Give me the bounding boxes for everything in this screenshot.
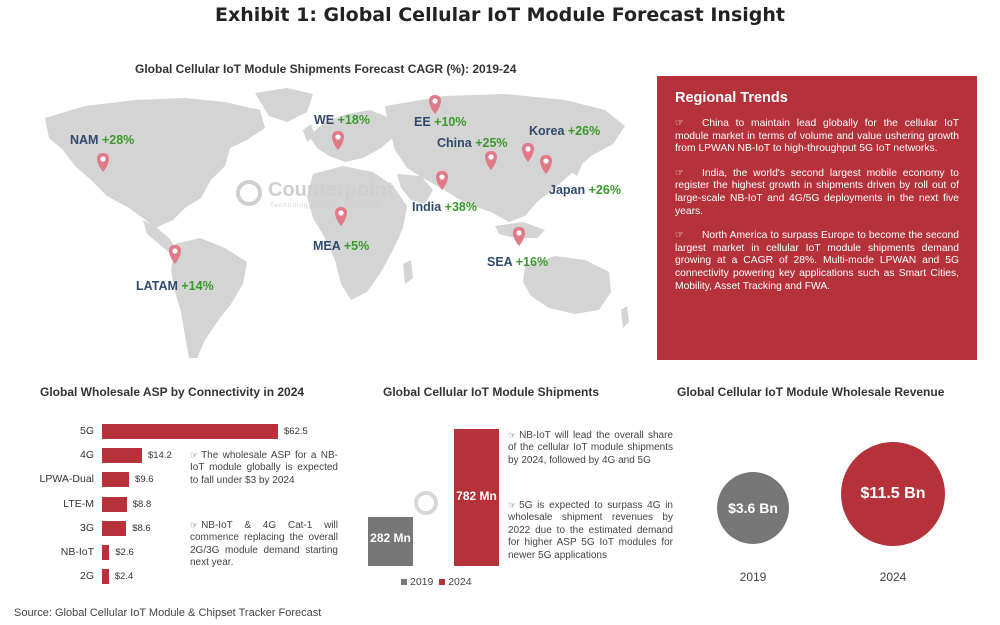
map-title: Global Cellular IoT Module Shipments For… xyxy=(135,62,517,76)
asp-bar xyxy=(102,496,127,512)
asp-bar xyxy=(102,545,110,560)
pin-japan xyxy=(540,155,552,174)
source-note: Source: Global Cellular IoT Module & Chi… xyxy=(14,607,322,619)
asp-value-label: $14.2 xyxy=(147,450,172,462)
asp-bar xyxy=(102,569,109,585)
asp-category-label: 2G xyxy=(79,570,94,583)
continent-asia xyxy=(385,94,625,222)
revenue-bubble: $11.5 Bn xyxy=(841,442,945,546)
pin-latam xyxy=(169,245,181,264)
asp-value-label: $62.5 xyxy=(284,426,308,437)
shipments-note-1: ☞ NB-IoT will lead the overall share of t… xyxy=(508,430,673,466)
pin-ee xyxy=(429,95,441,114)
region-label-korea: Korea +26% xyxy=(529,124,601,138)
revenue-chart-title: Global Cellular IoT Module Wholesale Rev… xyxy=(677,385,945,399)
region-label-ee: EE +10% xyxy=(414,115,467,129)
continent-greenland xyxy=(255,88,313,122)
region-label-nam: NAM +28% xyxy=(70,133,135,147)
revenue-year-label: 2024 xyxy=(879,570,907,584)
legend-item-2019: 2019 xyxy=(401,576,433,588)
region-label-japan: Japan +26% xyxy=(549,183,621,197)
asp-bar xyxy=(102,424,278,439)
legend-item-2024: 2024 xyxy=(439,576,472,588)
continent-europe xyxy=(309,110,395,162)
region-label-sea: SEA +16% xyxy=(487,255,549,269)
pin-mea xyxy=(335,207,347,226)
shipments-chart-title: Global Cellular IoT Module Shipments xyxy=(383,385,600,399)
shipments-bar xyxy=(368,516,413,566)
hand-pointing-icon: ☞ xyxy=(675,118,684,129)
trend-item: ☞ North America to surpass Europe to beco… xyxy=(675,230,959,293)
asp-category-label: 4G xyxy=(79,449,94,462)
hand-pointing-icon: ☞ xyxy=(508,501,517,511)
continent-new-zealand xyxy=(621,306,629,328)
regional-trends-panel: Regional Trends ☞ China to maintain lead … xyxy=(657,76,977,360)
hand-pointing-icon: ☞ xyxy=(190,451,199,461)
shipments-legend: 2019 2024 xyxy=(401,576,472,588)
shipments-value-label: 782 Mn xyxy=(456,489,497,503)
continent-arabia xyxy=(397,174,433,204)
region-label-mea: MEA +5% xyxy=(313,239,370,253)
counterpoint-logo-small xyxy=(414,491,438,515)
asp-value-label: $2.4 xyxy=(114,571,134,583)
trend-text: China to maintain lead globally for the … xyxy=(675,118,959,155)
asp-category-label: 3G xyxy=(79,521,94,534)
asp-bar xyxy=(102,472,130,488)
shipments-note-2: ☞ 5G is expected to surpass 4G in wholesa… xyxy=(508,500,673,561)
asp-value-label: $8.6 xyxy=(132,522,151,534)
continent-south-america xyxy=(171,238,247,358)
counterpoint-logo xyxy=(236,180,262,206)
asp-note-2: ☞ NB-IoT & 4G Cat-1 will commence replaci… xyxy=(190,520,338,569)
page-title: Exhibit 1: Global Cellular IoT Module Fo… xyxy=(215,4,785,26)
revenue-year-label: 2019 xyxy=(739,570,767,584)
world-map xyxy=(45,88,629,358)
revenue-bubble: $3.6 Bn xyxy=(716,471,790,545)
asp-category-label: NB-IoT xyxy=(60,546,94,558)
asp-bar xyxy=(102,448,142,464)
hand-pointing-icon: ☞ xyxy=(675,230,684,242)
pin-china xyxy=(485,151,497,170)
continent-australia xyxy=(523,256,611,314)
continent-north-america xyxy=(45,98,265,228)
pin-we xyxy=(332,131,344,150)
regional-trends-title: Regional Trends xyxy=(675,90,788,106)
pin-india xyxy=(436,171,448,190)
asp-chart-title: Global Wholesale ASP by Connectivity in … xyxy=(40,385,305,399)
asp-note-1: ☞ The wholesale ASP for a NB-IoT module g… xyxy=(190,450,338,486)
shipments-value-label: 282 Mn xyxy=(370,530,411,545)
pin-nam xyxy=(97,153,109,172)
continent-central-america xyxy=(143,220,177,254)
pin-korea xyxy=(522,143,534,162)
trend-text: North America to surpass Europe to becom… xyxy=(675,230,959,292)
pin-sea xyxy=(513,227,525,246)
continent-japan xyxy=(571,148,583,176)
region-label-china: China +25% xyxy=(437,136,508,150)
asp-category-label: LPWA-Dual xyxy=(39,473,94,486)
asp-bar xyxy=(102,520,127,536)
asp-value-label: $9.6 xyxy=(135,474,154,486)
region-label-india: India +38% xyxy=(412,200,477,214)
continent-uk xyxy=(303,124,315,142)
asp-value-label: $8.8 xyxy=(132,498,152,510)
watermark-subtitle: Technology Market Research xyxy=(270,202,381,209)
trend-item: ☞ India, the world's second largest mobil… xyxy=(675,168,959,218)
hand-pointing-icon: ☞ xyxy=(508,431,517,441)
asp-value-label: $2.6 xyxy=(115,547,134,558)
shipments-bar xyxy=(454,429,499,566)
map-pins xyxy=(97,95,552,264)
hand-pointing-icon: ☞ xyxy=(675,167,684,179)
continent-africa xyxy=(307,166,407,300)
continent-madagascar xyxy=(403,260,413,284)
region-label-we: WE +18% xyxy=(314,113,370,127)
asp-category-label: 5G xyxy=(79,425,94,437)
asp-category-label: LTE-M xyxy=(63,497,94,510)
watermark: Counterpoint xyxy=(268,179,394,201)
trend-text: India, the world's second largest mobile… xyxy=(675,167,959,217)
trend-item: ☞ China to maintain lead globally for the… xyxy=(675,118,959,156)
hand-pointing-icon: ☞ xyxy=(190,521,199,531)
region-label-latam: LATAM +14% xyxy=(136,279,214,293)
